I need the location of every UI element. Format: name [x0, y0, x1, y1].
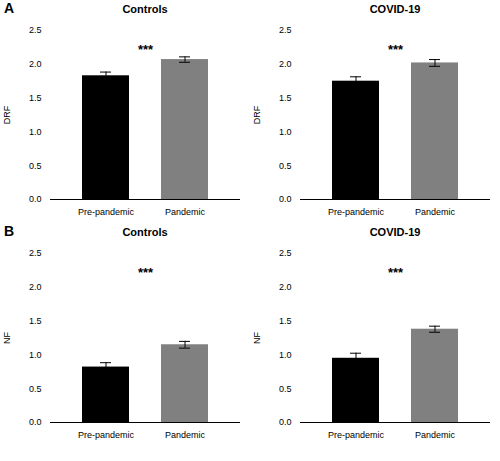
svg-text:0.5: 0.5: [279, 161, 292, 171]
svg-text:1.0: 1.0: [279, 127, 292, 137]
svg-text:Pre-pandemic: Pre-pandemic: [328, 207, 385, 217]
svg-text:0.0: 0.0: [29, 417, 42, 427]
svg-text:2.5: 2.5: [29, 248, 42, 258]
svg-text:1.5: 1.5: [279, 93, 292, 103]
svg-text:0.5: 0.5: [29, 384, 42, 394]
svg-text:0.0: 0.0: [279, 417, 292, 427]
html-text:COVID-19: COVID-19: [369, 226, 421, 238]
svg-text:1.5: 1.5: [29, 316, 42, 326]
svg-text:Pandemic: Pandemic: [415, 430, 456, 440]
svg-text:2.0: 2.0: [279, 282, 292, 292]
svg-text:1.0: 1.0: [29, 350, 42, 360]
svg-text:Pandemic: Pandemic: [165, 207, 206, 217]
svg-text:Pre-pandemic: Pre-pandemic: [78, 207, 135, 217]
svg-text:0.5: 0.5: [29, 161, 42, 171]
svg-text:1.5: 1.5: [279, 316, 292, 326]
svg-text:0.0: 0.0: [29, 194, 42, 204]
html-text:COVID-19: COVID-19: [369, 3, 421, 15]
svg-text:DRF: DRF: [2, 105, 12, 124]
svg-text:2.0: 2.0: [29, 59, 42, 69]
svg-text:Pandemic: Pandemic: [415, 207, 456, 217]
svg-text:NF: NF: [2, 332, 12, 344]
svg-text:1.5: 1.5: [29, 93, 42, 103]
svg-text:***: ***: [388, 265, 404, 280]
svg-text:0.0: 0.0: [279, 194, 292, 204]
html-text:Controls: Controls: [122, 3, 168, 15]
svg-text:***: ***: [138, 42, 154, 57]
svg-text:Pre-pandemic: Pre-pandemic: [328, 430, 385, 440]
svg-text:***: ***: [388, 42, 404, 57]
svg-text:0.5: 0.5: [279, 384, 292, 394]
svg-text:2.5: 2.5: [279, 25, 292, 35]
svg-text:DRF: DRF: [252, 105, 262, 124]
svg-text:Pre-pandemic: Pre-pandemic: [78, 430, 135, 440]
svg-text:2.5: 2.5: [279, 248, 292, 258]
svg-text:2.0: 2.0: [29, 282, 42, 292]
svg-text:NF: NF: [252, 332, 262, 344]
html-text:Controls: Controls: [122, 226, 168, 238]
svg-text:1.0: 1.0: [279, 350, 292, 360]
svg-text:***: ***: [138, 265, 154, 280]
html-text:A: A: [4, 0, 15, 16]
svg-text:2.5: 2.5: [29, 25, 42, 35]
svg-text:Pandemic: Pandemic: [165, 430, 206, 440]
svg-text:2.0: 2.0: [279, 59, 292, 69]
svg-text:1.0: 1.0: [29, 127, 42, 137]
html-text:B: B: [4, 223, 15, 239]
